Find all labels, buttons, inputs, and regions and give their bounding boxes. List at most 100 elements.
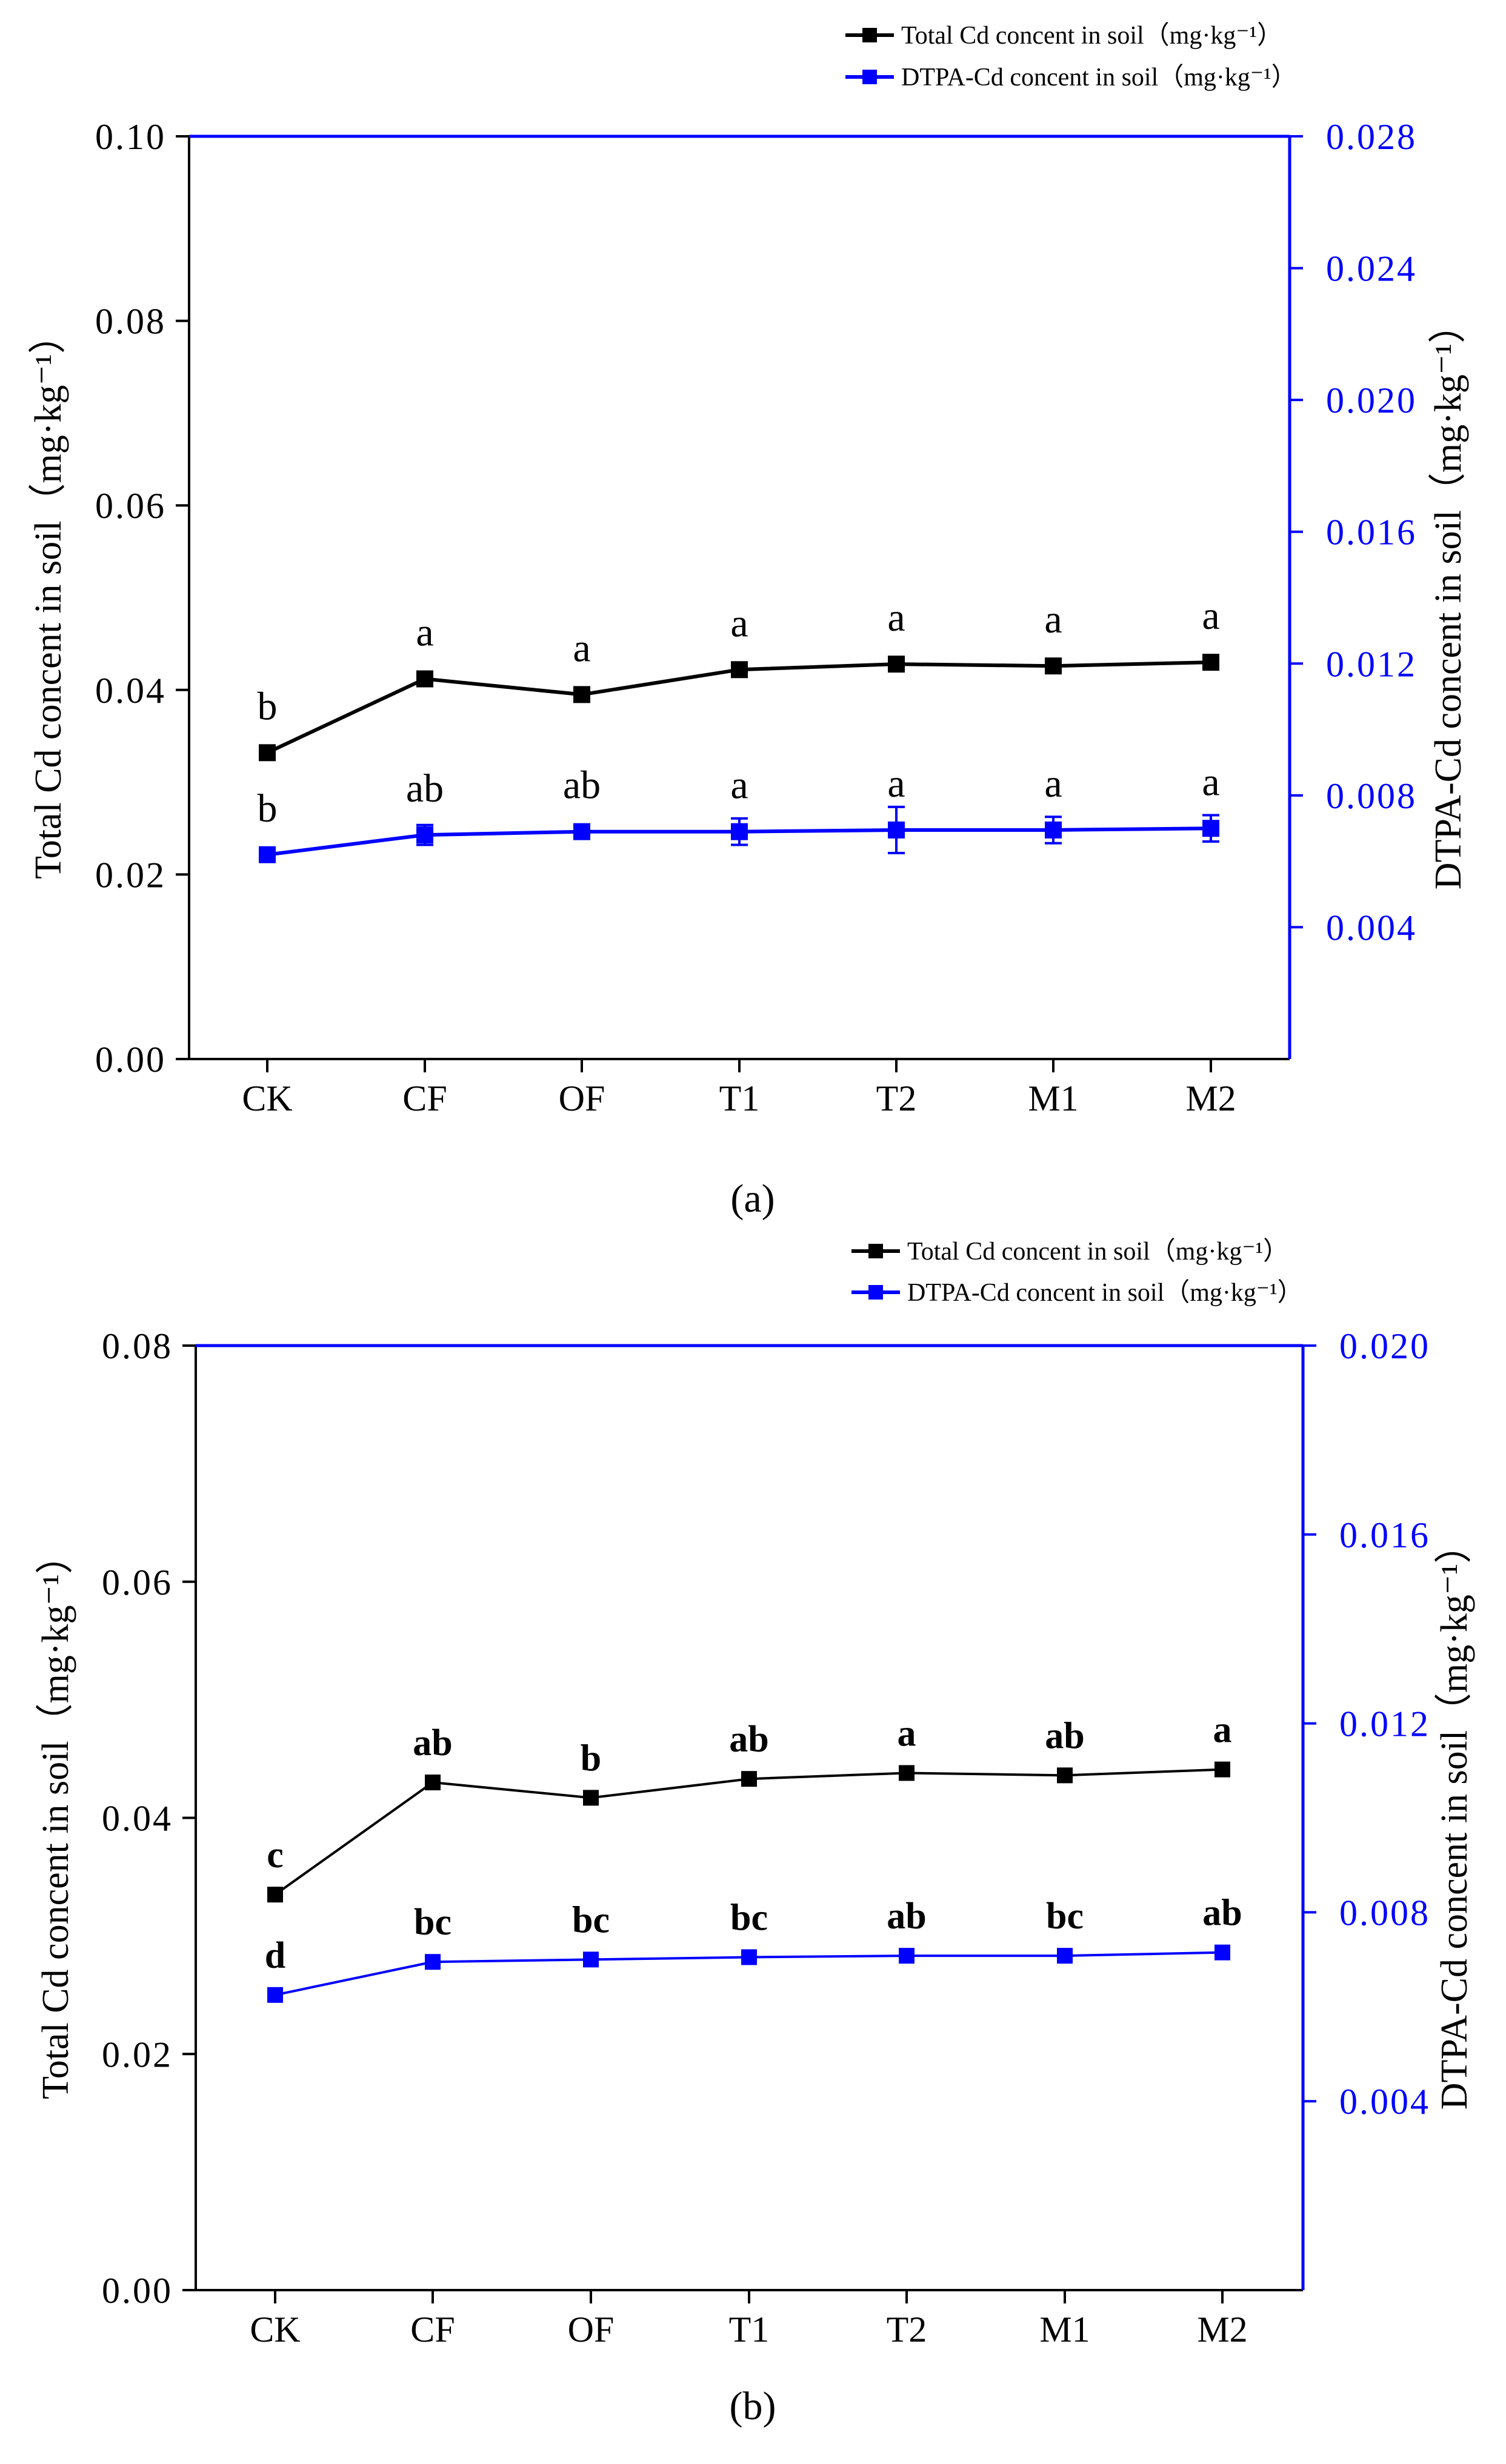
significance-letter: b (581, 1738, 601, 1779)
data-point-marker (731, 661, 748, 679)
legend-label: Total Cd concent in soil（mg·kg⁻¹） (901, 22, 1282, 50)
right-y-tick-label: 0.020 (1326, 380, 1417, 420)
significance-letter: a (1202, 594, 1219, 638)
significance-letter: bc (730, 1897, 768, 1938)
significance-letter: c (267, 1835, 284, 1876)
legend-marker (868, 1285, 883, 1300)
left-y-axis-title: Total Cd concent in soil（mg·kg⁻¹） (28, 316, 69, 879)
right-y-tick-label: 0.012 (1339, 1704, 1430, 1744)
left-y-tick-label: 0.06 (102, 1562, 173, 1602)
panel-label: (b) (730, 2384, 776, 2428)
data-point-marker (573, 686, 590, 703)
data-point-marker (1202, 654, 1219, 671)
x-tick-label: M1 (1028, 1078, 1078, 1118)
legend-marker (862, 28, 877, 42)
significance-letter: ab (1045, 1715, 1084, 1756)
data-point-marker (267, 1987, 283, 2003)
x-tick-label: CF (402, 1078, 447, 1118)
significance-letter: a (573, 626, 590, 670)
significance-letter: a (1213, 1710, 1232, 1751)
chart-panel-b: 0.00 0.02 0.04 0.06 0.08 0.004 0.008 0.012 0.016… (35, 1238, 1475, 2428)
data-point-marker (741, 1771, 757, 1787)
left-y-tick-label: 0.06 (95, 486, 166, 526)
data-point-marker (425, 1954, 441, 1970)
x-tick-label: T2 (887, 2310, 927, 2349)
right-y-axis-title: DTPA-Cd concent in soil（mg·kg⁻¹） (1434, 1526, 1475, 2110)
significance-letter: b (258, 786, 278, 831)
data-point-marker (1057, 1948, 1073, 1964)
panel-label: (a) (730, 1177, 775, 1221)
data-point-marker (1045, 657, 1062, 675)
legend-label: Total Cd concent in soil（mg·kg⁻¹） (907, 1238, 1288, 1266)
data-point-marker (259, 744, 276, 762)
data-point-marker (731, 823, 748, 840)
x-tick-label: T1 (719, 1078, 760, 1118)
left-y-tick-label: 0.08 (102, 1326, 173, 1366)
data-point-marker (259, 846, 276, 863)
significance-letter: ab (729, 1719, 768, 1760)
significance-letter: a (730, 601, 748, 645)
data-point-marker (573, 823, 590, 840)
right-y-tick-label: 0.016 (1326, 513, 1417, 553)
left-y-tick-label: 0.10 (95, 117, 166, 157)
data-point-marker (416, 670, 433, 688)
x-tick-label: M2 (1197, 2310, 1247, 2349)
significance-letter: ab (563, 763, 601, 808)
data-point-marker (583, 1951, 599, 1968)
x-tick-label: M1 (1039, 2310, 1090, 2349)
significance-letter: b (258, 684, 278, 728)
data-point-marker (888, 821, 905, 838)
right-y-tick-label: 0.004 (1326, 908, 1417, 948)
left-y-tick-label: 0.02 (95, 855, 166, 895)
legend-marker (868, 1244, 883, 1258)
x-tick-label: OF (559, 1078, 605, 1118)
data-point-marker (267, 1887, 283, 1903)
right-y-tick-label: 0.004 (1339, 2082, 1430, 2122)
left-y-tick-label: 0.04 (95, 671, 166, 711)
left-y-tick-label: 0.00 (95, 1040, 166, 1080)
data-point-marker (899, 1765, 915, 1781)
right-y-axis-title: DTPA-Cd concent in soil（mg·kg⁻¹） (1428, 306, 1469, 889)
x-tick-label: M2 (1185, 1078, 1236, 1118)
legend-label: DTPA-Cd concent in soil（mg·kg⁻¹） (907, 1279, 1303, 1307)
significance-letter: ab (406, 766, 444, 811)
significance-letter: bc (572, 1899, 610, 1941)
left-y-tick-label: 0.00 (102, 2271, 173, 2311)
data-point-marker (1202, 820, 1219, 837)
significance-letter: bc (1046, 1896, 1084, 1937)
chart-panel-a: 0.00 0.02 0.04 0.06 0.08 0.10 0.004 0.008 0.012 0… (28, 22, 1469, 1221)
series-line (274, 1768, 1223, 1896)
significance-letter: a (1044, 762, 1062, 806)
x-tick-label: CK (250, 2310, 300, 2349)
data-point-marker (1214, 1761, 1230, 1778)
right-y-tick-label: 0.012 (1326, 644, 1417, 684)
right-y-tick-label: 0.024 (1326, 249, 1417, 289)
x-tick-label: T1 (729, 2310, 770, 2349)
significance-letter: a (416, 611, 433, 655)
x-tick-label: OF (568, 2310, 615, 2349)
right-y-tick-label: 0.008 (1326, 776, 1417, 816)
left-y-axis-title: Total Cd concent in soil（mg·kg⁻¹） (35, 1536, 76, 2099)
right-y-tick-label: 0.008 (1339, 1893, 1430, 1933)
data-point-marker (425, 1775, 441, 1791)
x-tick-label: CK (242, 1078, 292, 1118)
data-point-marker (1214, 1944, 1230, 1961)
data-point-marker (416, 826, 433, 844)
significance-letter: ab (887, 1896, 926, 1937)
legend-marker (862, 70, 877, 84)
significance-letter: d (265, 1935, 285, 1976)
data-point-marker (899, 1948, 915, 1964)
significance-letter: a (1202, 760, 1219, 804)
data-point-marker (1057, 1767, 1073, 1784)
significance-letter: ab (413, 1722, 452, 1764)
significance-letter: a (887, 596, 905, 640)
x-tick-label: T2 (876, 1078, 917, 1118)
significance-letter: a (1044, 597, 1062, 642)
significance-letter: bc (414, 1902, 451, 1943)
significance-letter: ab (1202, 1893, 1242, 1934)
left-y-tick-label: 0.08 (95, 302, 166, 342)
left-y-tick-label: 0.02 (102, 2034, 173, 2074)
data-point-marker (1045, 821, 1062, 838)
right-y-tick-label: 0.028 (1326, 117, 1417, 157)
